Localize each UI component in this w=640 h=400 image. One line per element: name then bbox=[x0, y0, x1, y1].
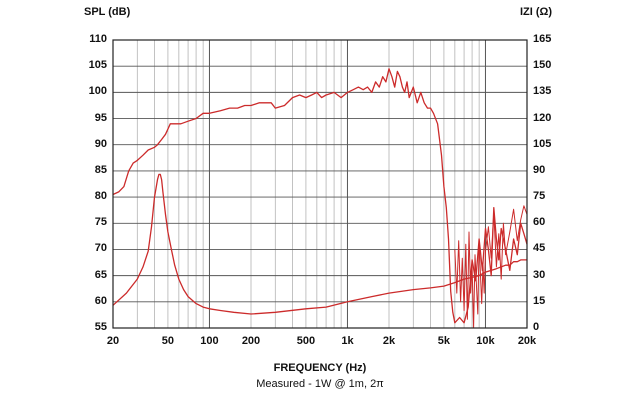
plot-frame bbox=[112, 39, 528, 329]
chart-caption: Measured - 1W @ 1m, 2π bbox=[256, 378, 384, 390]
x-tick-label: 20 bbox=[106, 335, 120, 347]
y-left-tick-label: 85 bbox=[94, 163, 107, 176]
y-right-tick-label: 0 bbox=[533, 321, 540, 333]
y-left-tick-label: 80 bbox=[94, 190, 107, 203]
y-left-tick-label: 70 bbox=[94, 242, 107, 255]
y-right-tick-label: 75 bbox=[533, 190, 546, 203]
x-tick-label: 5k bbox=[437, 335, 451, 347]
y-left-tick-label: 105 bbox=[88, 59, 107, 72]
x-tick-label: 20k bbox=[517, 335, 537, 347]
y-right-tick-label: 165 bbox=[533, 33, 552, 45]
y-left-tick-label: 90 bbox=[94, 137, 107, 150]
x-tick-label: 2k bbox=[382, 335, 396, 347]
impedance-hf-noise bbox=[454, 205, 528, 329]
right-axis-title: IZI (Ω) bbox=[520, 6, 553, 18]
x-tick-label: 1k bbox=[341, 335, 354, 347]
y-right-tick-label: 105 bbox=[533, 137, 552, 150]
y-right-tick-label: 15 bbox=[533, 294, 546, 307]
x-tick-label: 50 bbox=[161, 335, 175, 347]
y-right-tick-label: 30 bbox=[533, 268, 546, 281]
y-left-tick-label: 95 bbox=[94, 111, 107, 124]
y-right-tick-label: 135 bbox=[533, 85, 552, 98]
y-right-tick-label: 150 bbox=[533, 59, 552, 72]
x-tick-label: 100 bbox=[200, 335, 219, 347]
x-axis-title: FREQUENCY (Hz) bbox=[273, 362, 367, 374]
y-right-tick-label: 120 bbox=[533, 111, 552, 124]
y-left-tick-label: 65 bbox=[94, 268, 107, 281]
y-left-tick-label: 100 bbox=[88, 85, 107, 98]
impedance-curve bbox=[112, 173, 527, 315]
y-left-tick-label: 75 bbox=[94, 216, 107, 229]
y-left-tick-label: 60 bbox=[94, 294, 107, 307]
left-axis-title: SPL (dB) bbox=[84, 6, 131, 18]
x-tick-label: 10k bbox=[476, 335, 495, 347]
y-right-tick-label: 60 bbox=[533, 216, 546, 229]
y-right-tick-label: 90 bbox=[533, 163, 546, 176]
y-right-tick-label: 45 bbox=[533, 242, 546, 255]
y-left-tick-label: 110 bbox=[89, 33, 107, 45]
spl-curve bbox=[112, 68, 528, 324]
plot-curves bbox=[112, 68, 528, 329]
x-tick-label: 500 bbox=[296, 335, 316, 347]
x-tick-label: 200 bbox=[241, 335, 261, 347]
y-left-tick-label: 55 bbox=[94, 321, 107, 333]
